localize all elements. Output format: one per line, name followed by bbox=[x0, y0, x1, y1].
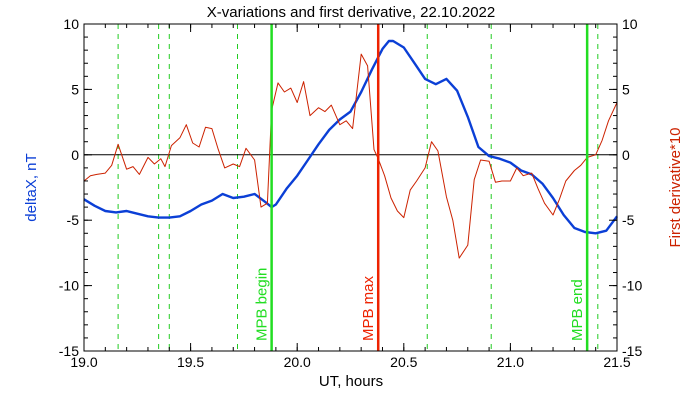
x-axis-label: UT, hours bbox=[319, 373, 383, 390]
y-tick-label-right: 0 bbox=[622, 147, 630, 163]
mpb-max-label: MPB max bbox=[360, 275, 377, 341]
chart-title: X-variations and first derivative, 22.10… bbox=[207, 4, 496, 21]
derivative-series-line bbox=[83, 53, 618, 259]
y-tick-label-left: 5 bbox=[71, 81, 79, 97]
y-tick-label-left: -5 bbox=[67, 212, 80, 228]
y-axis-right-label: First derivative*10 bbox=[667, 127, 684, 247]
plot-area: MPB begin MPB max MPB end 19.0 19.5 20.0 20.5 2… bbox=[59, 16, 643, 370]
y-tick-label-left: -15 bbox=[59, 343, 79, 359]
y-tick-label-right: -10 bbox=[622, 278, 642, 294]
y-axis-left-label: deltaX, nT bbox=[23, 153, 40, 221]
x-tick-label: 19.0 bbox=[70, 354, 97, 370]
y-tick-label-right: -15 bbox=[622, 343, 642, 359]
x-tick-label: 21.0 bbox=[497, 354, 524, 370]
x-tick-label: 21.5 bbox=[603, 354, 630, 370]
y-tick-label-left: 10 bbox=[63, 16, 79, 32]
x-tick-label: 20.5 bbox=[390, 354, 417, 370]
y-tick-label-left: 0 bbox=[71, 147, 79, 163]
plot-frame bbox=[83, 23, 618, 352]
y-tick-label-left: -10 bbox=[59, 278, 79, 294]
mpb-begin-label: MPB begin bbox=[254, 268, 271, 341]
y-tick-label-right: 10 bbox=[622, 16, 638, 32]
x-tick-label: 19.5 bbox=[177, 354, 204, 370]
y-tick-label-right: -5 bbox=[622, 212, 635, 228]
mpb-end-label: MPB end bbox=[569, 279, 586, 341]
deltaX-series-line bbox=[83, 39, 618, 235]
y-tick-label-right: 5 bbox=[622, 81, 630, 97]
x-tick-label: 20.0 bbox=[284, 354, 311, 370]
